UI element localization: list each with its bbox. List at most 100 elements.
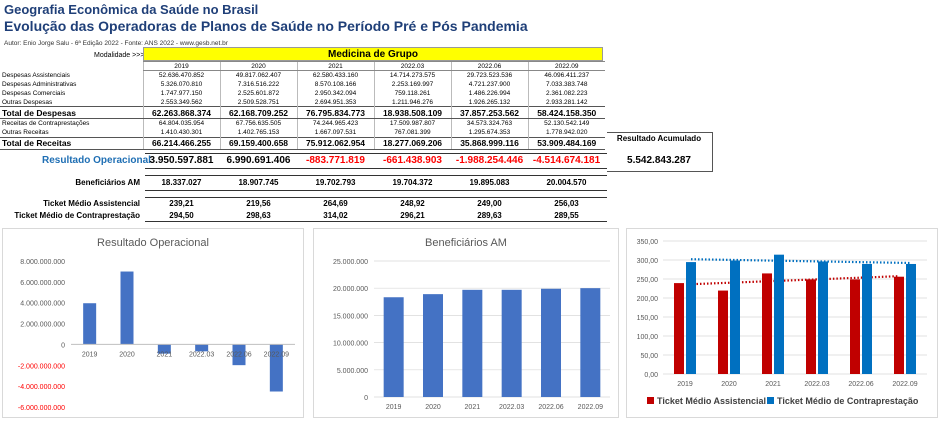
table-cell: 62.580.433.160 xyxy=(296,70,374,80)
bar xyxy=(120,271,134,345)
value-cell: -4.514.674.181 xyxy=(532,155,601,166)
period-header-row: 2019 2020 2021 2022.03 2022.06 2022.09 xyxy=(0,60,605,72)
table-row: Receitas de Contraprestações 64.804.035.9… xyxy=(0,118,605,129)
table-cell: 58.424.158.350 xyxy=(527,106,605,120)
bar xyxy=(850,279,860,374)
table-cell: 64.804.035.954 xyxy=(142,118,220,129)
value-cell: -883.771.819 xyxy=(306,155,365,166)
y-tick-label: 2.000.000.000 xyxy=(20,322,65,329)
modalidade-banner: Medicina de Grupo xyxy=(143,47,603,61)
y-tick-label: -6.000.000.000 xyxy=(18,405,65,412)
y-tick-label: 0 xyxy=(364,395,368,402)
chart-resultado-panel: Resultado Operacional 8.000.000.000 6.000… xyxy=(2,228,304,418)
y-tick-label: 20.000.000 xyxy=(333,286,368,293)
table-cell: 2.694.951.353 xyxy=(296,97,374,107)
y-tick-label: -2.000.000.000 xyxy=(18,363,65,370)
chart-beneficiarios-panel: Beneficiários AM 25.000.000 20.000.000 15.… xyxy=(313,228,619,418)
value-cell: -661.438.903 xyxy=(383,155,442,166)
period-header: 2022.03 xyxy=(373,60,451,72)
value-cell: 18.337.027 xyxy=(161,178,202,187)
x-tick-label: 2022.09 xyxy=(264,351,289,358)
ticket-assist-label: Ticket Médio Assistencial xyxy=(43,199,140,208)
bar xyxy=(157,344,171,354)
table-row: Outras Despesas 2.553.349.562 2.509.528.75… xyxy=(0,97,605,107)
value-cell: 19.895.083 xyxy=(469,178,510,187)
table-cell: 34.573.324.763 xyxy=(450,118,528,129)
bar xyxy=(906,263,916,374)
table-row: Outras Receitas 1.410.430.301 1.402.765.15… xyxy=(0,128,605,138)
row-label: Despesas Comerciais xyxy=(2,89,66,97)
bar xyxy=(730,260,740,374)
y-tick-label: 200,00 xyxy=(637,296,659,303)
acumulado-value: 5.542.843.287 xyxy=(627,155,691,166)
total-row: Total de Despesas 62.263.868.374 62.168.70… xyxy=(0,106,605,120)
value-cell: 248,92 xyxy=(400,199,425,208)
bar xyxy=(541,288,561,397)
legend-swatch xyxy=(767,397,774,404)
value-cell: 6.990.691.406 xyxy=(226,155,291,166)
table-cell: 67.756.635.505 xyxy=(219,118,297,129)
page-subtitle: Evolução das Operadoras de Planos de Saú… xyxy=(4,18,528,34)
table-cell: 2.553.349.562 xyxy=(142,97,220,107)
period-header: 2019 xyxy=(142,60,220,72)
table-cell: 1.667.097.531 xyxy=(296,128,374,138)
value-cell: 314,02 xyxy=(323,211,348,220)
bar xyxy=(806,279,816,374)
x-tick-label: 2020 xyxy=(119,351,135,358)
y-tick-label: 25.000.000 xyxy=(333,259,368,266)
table-cell: 49.817.062.407 xyxy=(219,70,297,80)
value-cell: 296,21 xyxy=(400,211,425,220)
row-label: Outras Despesas xyxy=(2,98,53,106)
table-row: Despesas Comerciais 1.747.977.150 2.525.60… xyxy=(0,88,605,98)
bar xyxy=(269,344,283,392)
y-tick-label: 4.000.000.000 xyxy=(20,301,65,308)
value-cell: 19.702.793 xyxy=(315,178,356,187)
acumulado-box xyxy=(607,132,713,172)
y-tick-label: 15.000.000 xyxy=(333,313,368,320)
chart-ticket-panel: 350,00 300,00 250,00 200,00 150,00 100,00 50,0… xyxy=(626,228,938,418)
x-tick-label: 2022.06 xyxy=(848,381,873,388)
table-cell: 1.926.265.132 xyxy=(450,97,528,107)
value-cell: 219,56 xyxy=(246,199,271,208)
row-label: Total de Receitas xyxy=(0,136,143,150)
table-cell: 62.263.868.374 xyxy=(142,106,220,120)
bar xyxy=(580,288,601,397)
table-cell: 2.950.342.094 xyxy=(296,88,374,98)
table-cell: 46.096.411.237 xyxy=(527,70,605,80)
value-cell: 249,00 xyxy=(477,199,502,208)
resultado-label: Resultado Operacional xyxy=(42,155,151,166)
value-cell: 298,63 xyxy=(246,211,271,220)
table-cell: 1.402.765.153 xyxy=(219,128,297,138)
y-tick-label: 350,00 xyxy=(637,239,659,246)
y-tick-label: 100,00 xyxy=(637,334,659,341)
value-cell: 256,03 xyxy=(554,199,579,208)
y-tick-label: -4.000.000.000 xyxy=(18,384,65,391)
table-cell: 1.295.674.353 xyxy=(450,128,528,138)
legend-label: Ticket Médio Assistencial xyxy=(657,396,766,406)
bar xyxy=(195,344,209,352)
value-cell: 20.004.570 xyxy=(546,178,587,187)
table-row: Despesas Administrativas 5.326.070.810 7.3… xyxy=(0,79,605,89)
financial-table: 2019 2020 2021 2022.03 2022.06 2022.09 D… xyxy=(0,60,605,150)
period-header: 2021 xyxy=(296,60,374,72)
bar xyxy=(762,273,772,374)
bar xyxy=(383,297,404,397)
beneficiarios-label: Beneficiários AM xyxy=(75,178,140,187)
page-title: Geografia Econômica da Saúde no Brasil xyxy=(4,2,259,17)
x-tick-label: 2021 xyxy=(157,351,173,358)
table-cell: 2.253.169.997 xyxy=(373,79,451,89)
table-cell: 29.723.523.536 xyxy=(450,70,528,80)
x-tick-label: 2022.06 xyxy=(538,404,563,411)
table-cell: 14.714.273.575 xyxy=(373,70,451,80)
value-cell: 18.907.745 xyxy=(238,178,279,187)
value-cell: 264,69 xyxy=(323,199,348,208)
table-cell: 2.509.528.751 xyxy=(219,97,297,107)
ticket-rows-frame xyxy=(145,197,607,222)
x-tick-label: 2022.03 xyxy=(499,404,524,411)
table-cell: 76.795.834.773 xyxy=(296,106,374,120)
table-cell: 1.486.226.994 xyxy=(450,88,528,98)
x-tick-label: 2020 xyxy=(721,381,737,388)
table-cell: 66.214.466.255 xyxy=(142,136,220,150)
table-cell: 18.938.508.109 xyxy=(373,106,451,120)
table-cell: 75.912.062.954 xyxy=(296,136,374,150)
